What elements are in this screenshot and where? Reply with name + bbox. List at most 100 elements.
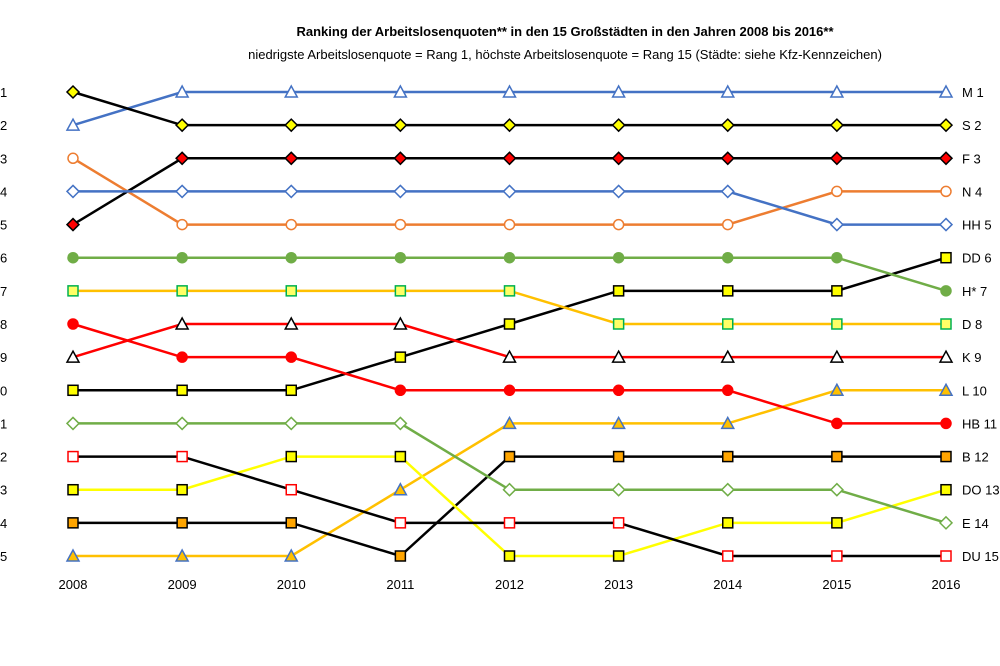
data-point [720, 482, 735, 497]
data-point [720, 415, 736, 430]
data-point [394, 384, 407, 397]
series-markers [67, 450, 952, 562]
data-point [720, 349, 736, 363]
chart-title: Ranking der Arbeitslosenquoten** in den … [296, 24, 834, 39]
data-point [285, 285, 297, 297]
data-point [612, 218, 625, 231]
series-markers [65, 416, 954, 530]
series-du15 [73, 455, 946, 558]
x-tick-label: 2010 [277, 577, 306, 592]
data-point [829, 151, 844, 166]
data-point [722, 550, 734, 562]
data-point [285, 450, 297, 463]
x-tick-label: 2008 [59, 577, 88, 592]
data-point [175, 151, 190, 166]
data-point [720, 184, 735, 199]
y-tick-label: 9 [0, 350, 7, 365]
series-line [72, 322, 946, 425]
data-point [938, 84, 954, 98]
data-point [283, 548, 299, 562]
data-point [67, 517, 79, 529]
data-point [940, 251, 952, 264]
data-point [940, 285, 952, 297]
data-point [174, 84, 190, 98]
series-end-label: HB 11 [962, 416, 997, 431]
data-point [393, 118, 408, 133]
x-tick-label: 2016 [932, 577, 961, 592]
data-point [829, 118, 844, 133]
data-point [394, 517, 407, 529]
x-tick-label: 2011 [386, 577, 414, 592]
data-point [175, 416, 190, 431]
data-point [829, 84, 845, 98]
data-point [831, 417, 843, 430]
data-point [284, 416, 299, 431]
data-point [938, 118, 954, 133]
series-markers [65, 316, 954, 363]
x-tick-label: 2012 [495, 577, 524, 592]
y-tick-label: 8 [0, 317, 7, 332]
data-point [829, 482, 844, 497]
data-point [940, 185, 952, 198]
x-tick-label: 2009 [168, 577, 197, 592]
data-point [722, 318, 734, 330]
data-point [176, 285, 188, 297]
data-point [284, 151, 299, 166]
data-point [938, 349, 954, 363]
y-tick-label: 5 [0, 549, 7, 564]
data-point [831, 251, 843, 264]
data-point [502, 482, 517, 497]
data-point [503, 251, 516, 264]
data-point [67, 285, 79, 297]
data-point [612, 450, 625, 463]
x-tick-label: 2015 [822, 577, 851, 592]
chart-subtitle: niedrigste Arbeitslosenquote = Rang 1, h… [248, 47, 882, 62]
data-point [503, 384, 516, 397]
series-hb11 [72, 322, 946, 425]
data-point [611, 84, 626, 98]
series-markers [65, 184, 954, 232]
data-point [611, 118, 626, 133]
data-point [285, 251, 297, 264]
data-point [67, 251, 79, 264]
data-point [65, 184, 81, 199]
series-b12 [73, 455, 946, 558]
data-point [831, 185, 843, 198]
series-end-label: DD 6 [962, 251, 992, 266]
data-point [285, 483, 297, 496]
data-point [176, 450, 188, 463]
y-tick-label: 4 [0, 516, 7, 531]
y-tick-label: 2 [0, 118, 7, 133]
data-point [393, 416, 408, 431]
data-point [394, 285, 407, 297]
data-point [393, 84, 408, 98]
data-point [176, 483, 188, 496]
series-markers [67, 251, 952, 397]
data-point [285, 218, 297, 231]
x-tick-label: 2014 [713, 577, 742, 592]
series-end-label: D 8 [962, 317, 982, 332]
data-point [831, 517, 843, 529]
series-end-label: B 12 [962, 450, 989, 465]
series-e14 [73, 422, 947, 525]
data-point [503, 285, 516, 297]
data-point [502, 415, 517, 430]
data-point [67, 483, 79, 496]
x-tick-label: 2013 [604, 577, 633, 592]
y-tick-label: 3 [0, 483, 7, 498]
y-tick-label: 6 [0, 251, 7, 266]
data-point [722, 384, 734, 397]
series-end-label: H* 7 [962, 284, 987, 299]
data-point [938, 382, 954, 397]
data-point [175, 118, 190, 133]
data-point [722, 450, 734, 463]
data-point [720, 118, 735, 133]
data-point [283, 316, 299, 330]
data-point [720, 151, 735, 166]
series-markers [67, 251, 952, 297]
series-markers [67, 285, 952, 330]
series-line [73, 455, 946, 558]
y-tick-label: 4 [0, 184, 7, 199]
data-point [393, 316, 408, 330]
data-point [940, 417, 952, 430]
